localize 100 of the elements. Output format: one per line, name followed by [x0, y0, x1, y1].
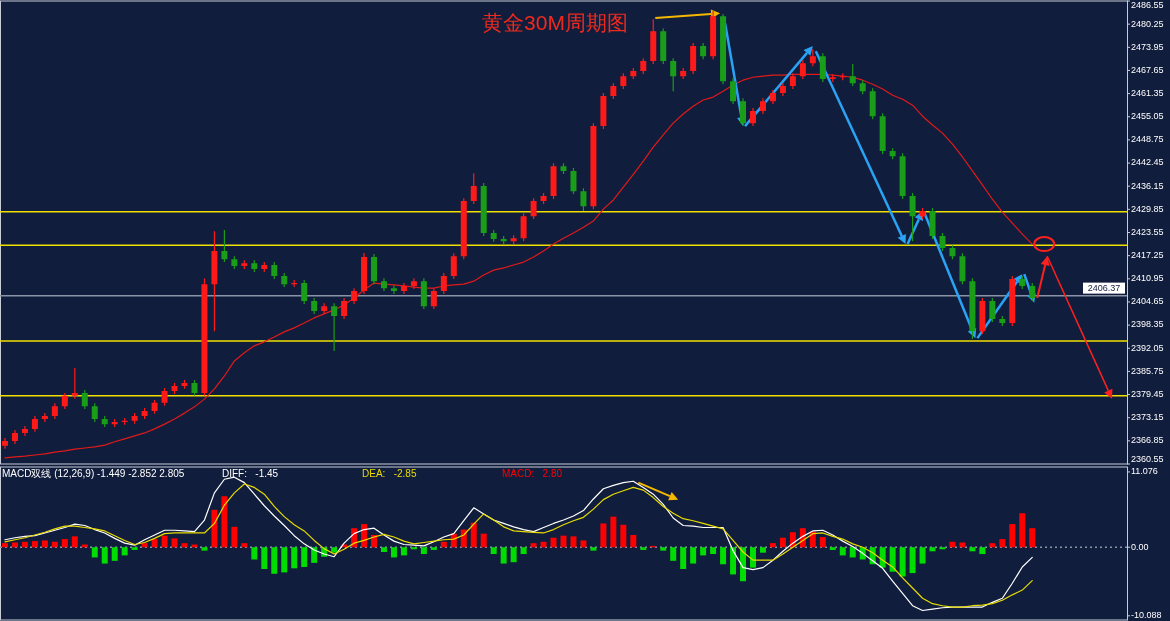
bar [500, 547, 507, 564]
bar [380, 547, 387, 552]
bar [630, 535, 637, 548]
bar [281, 547, 288, 573]
bar [101, 547, 108, 564]
y-tick-label: 2392.05 [1131, 342, 1164, 353]
bar [999, 539, 1006, 548]
bar [779, 537, 786, 548]
bar [61, 539, 68, 548]
bar [510, 547, 517, 563]
bar [440, 541, 447, 548]
text: MACD: 2.80 [502, 468, 563, 479]
bar [580, 540, 587, 548]
bar [31, 541, 38, 548]
bar [769, 543, 776, 548]
bar [141, 543, 148, 548]
bar [231, 526, 238, 548]
y-tick-label: 2429.85 [1131, 203, 1164, 214]
bar [1029, 528, 1036, 548]
y-tick-label: 2379.45 [1131, 388, 1164, 399]
y-tick-label: 11.076 [1131, 466, 1158, 477]
bar [640, 547, 647, 550]
bar [690, 547, 697, 564]
bar [969, 547, 976, 552]
bar [211, 509, 218, 548]
bar [430, 547, 437, 550]
bar [1, 543, 8, 548]
bar [720, 547, 727, 565]
bar [700, 547, 707, 556]
bar [181, 543, 188, 548]
y-tick-label: 0.00 [1131, 541, 1149, 552]
text: 黄金30M周期图 [482, 11, 628, 34]
bar [1009, 524, 1016, 548]
y-tick-label: 2455.05 [1131, 111, 1164, 122]
bar [131, 547, 138, 550]
y-tick-label: 2373.15 [1131, 412, 1164, 423]
bar [610, 516, 617, 548]
series-label: DIFF: -1.45 [222, 468, 279, 479]
bar [291, 547, 298, 569]
y-tick-label: -10.088 [1131, 610, 1162, 621]
y-tick-label: 2423.55 [1131, 226, 1164, 237]
bar [171, 538, 178, 548]
bar [929, 547, 936, 552]
bar [520, 547, 527, 555]
bar [111, 547, 118, 561]
bar [271, 547, 278, 574]
y-tick-label: 2436.15 [1131, 180, 1164, 191]
bar [670, 547, 677, 561]
bar [530, 543, 537, 548]
bar [400, 547, 407, 556]
bar [301, 547, 308, 567]
bar [600, 523, 607, 548]
bar [540, 541, 547, 548]
y-tick-label: 2448.75 [1131, 134, 1164, 145]
bar [550, 537, 557, 548]
bar [759, 547, 766, 553]
y-tick-label: 2404.65 [1131, 296, 1164, 307]
bar [889, 547, 896, 572]
bar [829, 547, 836, 550]
y-tick-label: 2417.25 [1131, 250, 1164, 261]
bar [819, 537, 826, 548]
bar [939, 547, 946, 550]
bar [979, 547, 986, 555]
y-tick-label: 2442.45 [1131, 157, 1164, 168]
bar [570, 536, 577, 548]
y-tick-label: 2410.95 [1131, 273, 1164, 284]
y-tick-label: 2486.55 [1131, 0, 1164, 11]
y-tick-label: 2366.85 [1131, 435, 1164, 446]
bar [121, 547, 128, 556]
y-tick-label: 2473.95 [1131, 41, 1164, 52]
bar [839, 547, 846, 556]
y-tick-label: 2480.25 [1131, 18, 1164, 29]
bar [221, 496, 228, 548]
ref-line-label: 2406.37 [1087, 282, 1121, 293]
bar [680, 547, 687, 569]
bar [311, 547, 318, 563]
bar [410, 547, 417, 550]
y-tick-label: 2467.65 [1131, 64, 1164, 75]
bar [989, 543, 996, 548]
bar [71, 536, 78, 548]
bar [251, 547, 258, 560]
y-tick-label: 2461.35 [1131, 87, 1164, 98]
bar [849, 547, 856, 558]
bar [590, 547, 597, 551]
bar [51, 541, 58, 548]
bar [161, 535, 168, 548]
bar [261, 547, 268, 569]
bar [480, 533, 487, 548]
bar [750, 547, 756, 568]
bar [620, 524, 627, 548]
bar [390, 547, 397, 558]
bar [151, 539, 158, 548]
bar [919, 547, 926, 564]
y-tick-label: 2398.35 [1131, 319, 1164, 330]
bar [470, 522, 477, 548]
bar [1019, 513, 1026, 548]
bar [710, 547, 717, 555]
y-tick-label: 2360.55 [1131, 454, 1164, 465]
bar [41, 540, 48, 548]
bar [241, 543, 248, 548]
